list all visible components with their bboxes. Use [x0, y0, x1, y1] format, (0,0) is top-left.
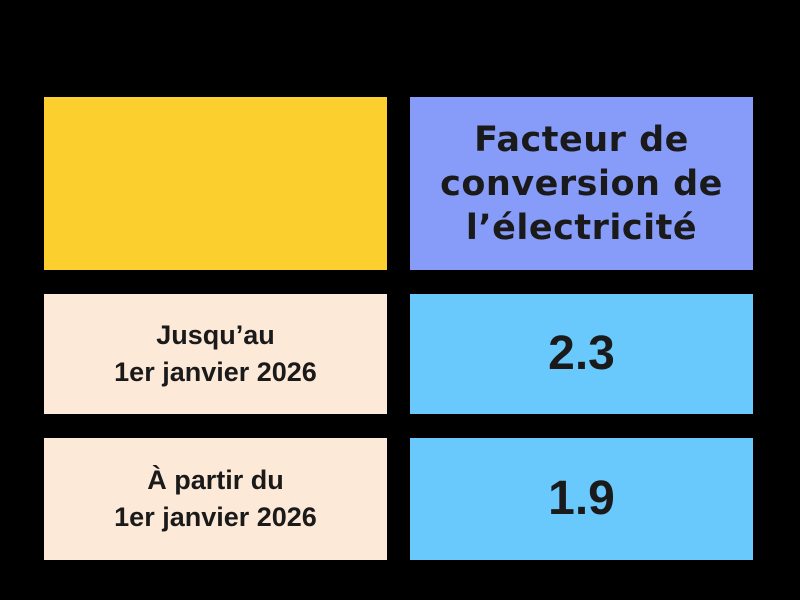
column-title-line: conversion de [440, 163, 723, 204]
column-title-line: Facteur de [474, 119, 689, 160]
conversion-factor-value: 2.3 [548, 327, 615, 380]
row-label-from-2026: À partir du 1er janvier 2026 [44, 438, 387, 560]
row-label-line: Jusqu’au [156, 320, 275, 350]
column-title-line: l’électricité [465, 207, 698, 248]
row-value-until-2026: 2.3 [410, 294, 753, 414]
row-value-from-2026: 1.9 [410, 438, 753, 560]
header-cell: Facteur de conversion de l’électricité [410, 97, 753, 270]
row-label-line: 1er janvier 2026 [114, 502, 317, 532]
row-label-line: 1er janvier 2026 [114, 357, 317, 387]
row-label-line: À partir du [147, 465, 284, 495]
row-label-until-2026: Jusqu’au 1er janvier 2026 [44, 294, 387, 414]
conversion-factor-value: 1.9 [548, 472, 615, 525]
corner-cell [44, 97, 387, 270]
conversion-table: Facteur de conversion de l’électricité J… [44, 97, 753, 560]
